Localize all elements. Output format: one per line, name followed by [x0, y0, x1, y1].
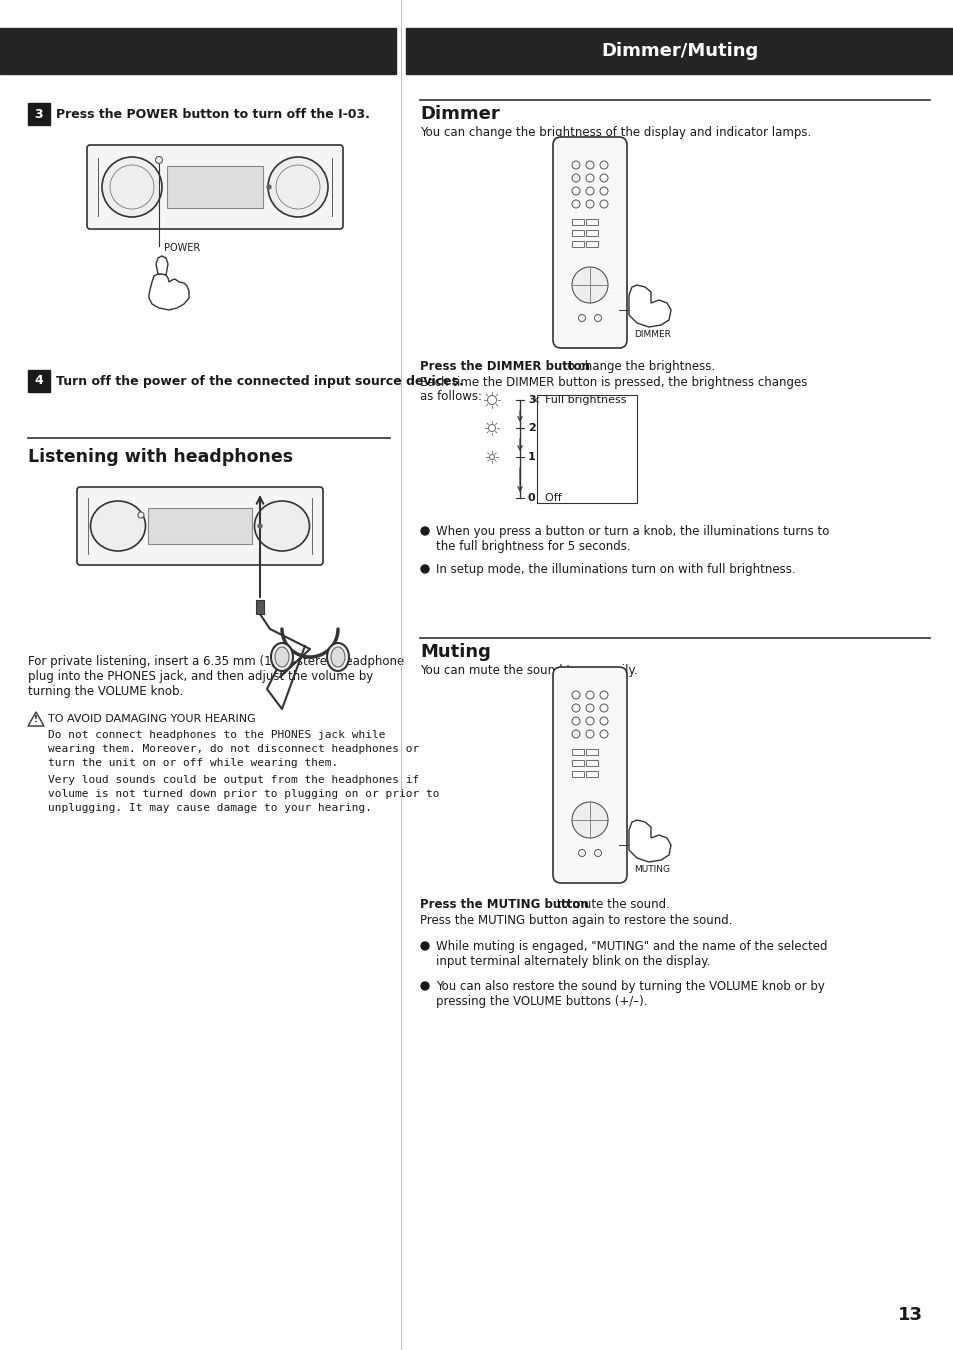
Text: Listening with headphones: Listening with headphones: [28, 448, 293, 466]
Text: 13: 13: [897, 1305, 922, 1324]
Text: Turn off the power of the connected input source devices.: Turn off the power of the connected inpu…: [56, 374, 463, 387]
Circle shape: [420, 566, 429, 572]
Text: TO AVOID DAMAGING YOUR HEARING: TO AVOID DAMAGING YOUR HEARING: [48, 714, 255, 724]
Circle shape: [572, 802, 607, 838]
Text: 3: 3: [527, 396, 535, 405]
Text: 0: 0: [527, 493, 535, 504]
Circle shape: [420, 526, 429, 535]
Bar: [572, 230, 583, 236]
Bar: [406, 28, 953, 74]
Text: When you press a button or turn a knob, the illuminations turns to: When you press a button or turn a knob, …: [436, 525, 828, 539]
Text: Dimmer: Dimmer: [419, 105, 499, 123]
Bar: [572, 219, 583, 225]
Text: Press the DIMMER button: Press the DIMMER button: [419, 360, 589, 373]
Bar: [0, 28, 395, 74]
FancyBboxPatch shape: [553, 667, 626, 883]
Text: Press the MUTING button: Press the MUTING button: [419, 898, 588, 911]
Bar: [585, 219, 598, 225]
Text: to change the brightness.: to change the brightness.: [558, 360, 715, 373]
Bar: [585, 749, 598, 755]
Text: Each time the DIMMER button is pressed, the brightness changes: Each time the DIMMER button is pressed, …: [419, 377, 806, 389]
Polygon shape: [149, 274, 189, 310]
Bar: [572, 749, 583, 755]
Bar: [148, 508, 252, 544]
Text: turning the VOLUME knob.: turning the VOLUME knob.: [28, 684, 183, 698]
Bar: [537, 396, 637, 504]
Bar: [28, 103, 50, 126]
Circle shape: [257, 524, 262, 528]
Circle shape: [572, 267, 607, 302]
Text: turn the unit on or off while wearing them.: turn the unit on or off while wearing th…: [48, 757, 338, 768]
Bar: [255, 599, 264, 614]
Ellipse shape: [254, 501, 309, 551]
FancyBboxPatch shape: [87, 144, 343, 230]
Bar: [585, 771, 598, 778]
Text: 1: 1: [527, 452, 536, 462]
Text: Muting: Muting: [419, 643, 491, 662]
Text: DIMMER: DIMMER: [634, 329, 670, 339]
Text: wearing them. Moreover, do not disconnect headphones or: wearing them. Moreover, do not disconnec…: [48, 744, 418, 755]
Bar: [167, 166, 263, 208]
Bar: [585, 242, 598, 247]
Text: Dimmer/Muting: Dimmer/Muting: [600, 42, 758, 59]
Text: For private listening, insert a 6.35 mm (1/4") stereo headphone: For private listening, insert a 6.35 mm …: [28, 655, 404, 668]
Text: !: !: [34, 716, 38, 725]
Text: In setup mode, the illuminations turn on with full brightness.: In setup mode, the illuminations turn on…: [436, 563, 795, 576]
Ellipse shape: [91, 501, 146, 551]
Bar: [585, 760, 598, 765]
Polygon shape: [628, 285, 670, 327]
Text: You can also restore the sound by turning the VOLUME knob or by: You can also restore the sound by turnin…: [436, 980, 824, 994]
Text: 4: 4: [34, 374, 43, 387]
Ellipse shape: [274, 647, 289, 667]
Text: the full brightness for 5 seconds.: the full brightness for 5 seconds.: [436, 540, 630, 553]
Text: as follows:: as follows:: [419, 390, 481, 404]
Text: Press the POWER button to turn off the I-03.: Press the POWER button to turn off the I…: [56, 108, 370, 120]
Circle shape: [268, 157, 328, 217]
Text: Full brightness: Full brightness: [537, 396, 626, 405]
Text: unplugging. It may cause damage to your hearing.: unplugging. It may cause damage to your …: [48, 803, 372, 813]
Text: pressing the VOLUME buttons (+/–).: pressing the VOLUME buttons (+/–).: [436, 995, 647, 1008]
Ellipse shape: [271, 643, 293, 671]
Bar: [572, 771, 583, 778]
Ellipse shape: [331, 647, 345, 667]
Circle shape: [420, 981, 429, 990]
FancyBboxPatch shape: [77, 487, 323, 566]
Ellipse shape: [327, 643, 349, 671]
Text: You can change the brightness of the display and indicator lamps.: You can change the brightness of the dis…: [419, 126, 810, 139]
FancyBboxPatch shape: [553, 136, 626, 348]
Text: to mute the sound.: to mute the sound.: [553, 898, 669, 911]
Circle shape: [155, 157, 162, 163]
Text: 2: 2: [527, 423, 536, 433]
Text: Off: Off: [537, 493, 561, 504]
Text: volume is not turned down prior to plugging on or prior to: volume is not turned down prior to plugg…: [48, 788, 439, 799]
Text: input terminal alternately blink on the display.: input terminal alternately blink on the …: [436, 954, 710, 968]
Bar: [585, 230, 598, 236]
Circle shape: [420, 942, 429, 950]
Bar: [28, 370, 50, 392]
Text: You can mute the sound temporarily.: You can mute the sound temporarily.: [419, 664, 637, 676]
Text: Press the MUTING button again to restore the sound.: Press the MUTING button again to restore…: [419, 914, 732, 927]
Circle shape: [267, 185, 271, 189]
Text: Very loud sounds could be output from the headphones if: Very loud sounds could be output from th…: [48, 775, 418, 784]
Text: Do not connect headphones to the PHONES jack while: Do not connect headphones to the PHONES …: [48, 730, 385, 740]
Text: MUTING: MUTING: [634, 865, 669, 873]
Polygon shape: [156, 256, 168, 275]
Circle shape: [102, 157, 162, 217]
Text: 3: 3: [34, 108, 43, 120]
Polygon shape: [628, 819, 670, 863]
Text: POWER: POWER: [164, 243, 200, 252]
Bar: [572, 760, 583, 765]
Text: plug into the PHONES jack, and then adjust the volume by: plug into the PHONES jack, and then adju…: [28, 670, 373, 683]
Circle shape: [138, 512, 144, 518]
Bar: [572, 242, 583, 247]
Text: While muting is engaged, "MUTING" and the name of the selected: While muting is engaged, "MUTING" and th…: [436, 940, 826, 953]
